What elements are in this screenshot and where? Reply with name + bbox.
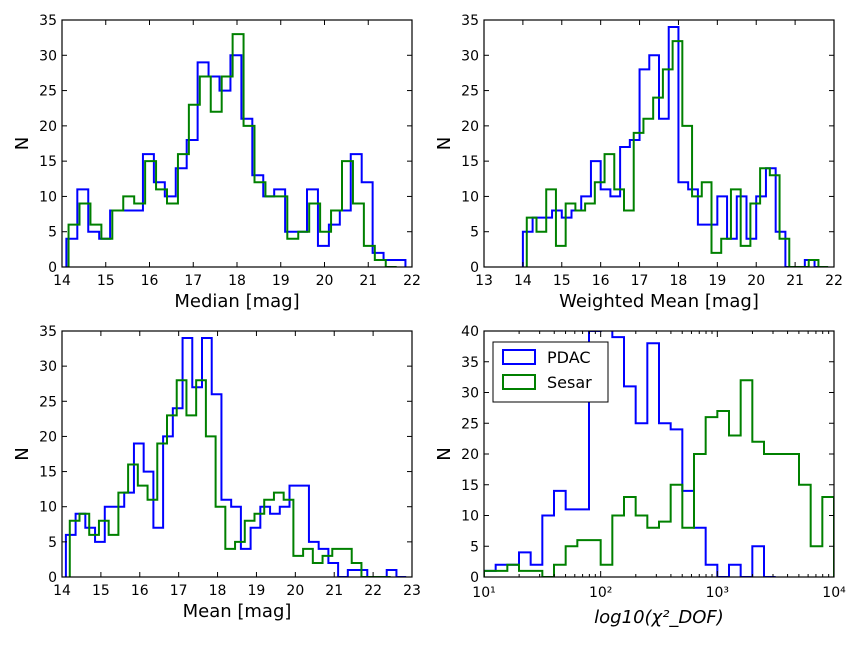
x-tick-label: 10³ bbox=[706, 585, 729, 601]
x-tick-label: 15 bbox=[97, 273, 115, 289]
x-tick-label: 22 bbox=[364, 583, 382, 599]
y-tick-label: 0 bbox=[470, 570, 479, 586]
y-tick-label: 35 bbox=[39, 13, 57, 29]
x-tick-label: 18 bbox=[228, 273, 246, 289]
x-tick-label: 21 bbox=[359, 273, 377, 289]
y-tick-label: 20 bbox=[39, 429, 57, 445]
y-tick-label: 0 bbox=[48, 260, 57, 276]
y-tick-label: 10 bbox=[461, 189, 479, 205]
x-tick-label: 19 bbox=[248, 583, 266, 599]
x-tick-label: 14 bbox=[53, 273, 71, 289]
x-tick-label: 21 bbox=[786, 273, 804, 289]
y-tick-label: 5 bbox=[470, 225, 479, 241]
legend-swatch bbox=[502, 374, 536, 390]
x-tick-label: 18 bbox=[670, 273, 688, 289]
y-tick-label: 25 bbox=[39, 394, 57, 410]
y-tick-label: 0 bbox=[470, 260, 479, 276]
y-tick-label: 10 bbox=[39, 500, 57, 516]
legend: PDAC Sesar bbox=[492, 341, 609, 403]
x-axis-label: Weighted Mean [mag] bbox=[559, 291, 759, 312]
x-tick-label: 15 bbox=[553, 273, 571, 289]
axes-frame bbox=[483, 19, 835, 268]
y-tick-label: 0 bbox=[48, 570, 57, 586]
x-tick-label: 16 bbox=[592, 273, 610, 289]
x-tick-label: 17 bbox=[170, 583, 188, 599]
y-tick-label: 5 bbox=[48, 225, 57, 241]
y-tick-label: 15 bbox=[39, 154, 57, 170]
legend-label: PDAC bbox=[547, 348, 591, 367]
chart-panel-4: 0 5 10 15 20 25 30 35 40 10¹ 10² 10³ 10⁴ log10(χ²_DOF… bbox=[434, 324, 846, 628]
x-tick-label: 15 bbox=[92, 583, 110, 599]
y-tick-label: 35 bbox=[461, 355, 479, 371]
y-tick-label: 35 bbox=[39, 324, 57, 340]
x-tick-label: 10¹ bbox=[472, 585, 495, 601]
x-tick-label: 16 bbox=[131, 583, 149, 599]
x-tick-label: 13 bbox=[475, 273, 493, 289]
x-tick-label: 16 bbox=[141, 273, 159, 289]
x-tick-label: 14 bbox=[53, 583, 71, 599]
x-tick-label: 20 bbox=[316, 273, 334, 289]
axes-frame bbox=[61, 330, 413, 578]
y-tick-label: 5 bbox=[48, 535, 57, 551]
y-tick-label: 15 bbox=[39, 465, 57, 481]
x-tick-label: 20 bbox=[747, 273, 765, 289]
x-tick-label: 10⁴ bbox=[822, 585, 846, 601]
histogram-series-sesar bbox=[525, 40, 829, 267]
y-tick-label: 20 bbox=[461, 447, 479, 463]
x-tick-label: 22 bbox=[825, 273, 843, 289]
x-tick-label: 10² bbox=[589, 585, 612, 601]
x-axis-label: Median [mag] bbox=[174, 291, 299, 312]
y-tick-label: 35 bbox=[461, 13, 479, 29]
y-tick-label: 30 bbox=[39, 359, 57, 375]
y-axis-label: N bbox=[12, 137, 33, 150]
x-tick-label: 23 bbox=[403, 583, 421, 599]
y-tick-label: 5 bbox=[470, 539, 479, 555]
x-tick-label: 20 bbox=[286, 583, 304, 599]
legend-label: Sesar bbox=[547, 373, 592, 392]
y-tick-label: 10 bbox=[39, 189, 57, 205]
y-tick-label: 25 bbox=[39, 84, 57, 100]
y-tick-label: 30 bbox=[461, 48, 479, 64]
y-axis-label: N bbox=[12, 447, 33, 460]
y-tick-label: 15 bbox=[461, 154, 479, 170]
y-tick-label: 25 bbox=[461, 416, 479, 432]
x-tick-label: 21 bbox=[325, 583, 343, 599]
chart-panel-1: 0 5 10 15 20 25 30 35 14 15 16 17 18 19 20 21 22 Median [… bbox=[12, 13, 421, 312]
x-tick-label: 22 bbox=[403, 273, 421, 289]
histogram-series-pdac bbox=[64, 337, 407, 577]
chart-panel-2: 0 5 10 15 20 25 30 35 13 14 15 16 17 18 19 20 21 22 Weight… bbox=[434, 13, 843, 312]
y-axis-label: N bbox=[434, 447, 455, 460]
y-tick-label: 30 bbox=[461, 386, 479, 402]
y-tick-label: 15 bbox=[461, 478, 479, 494]
histogram-series-sesar bbox=[484, 379, 834, 577]
legend-box bbox=[492, 341, 609, 403]
x-tick-label: 18 bbox=[209, 583, 227, 599]
y-tick-label: 40 bbox=[461, 324, 479, 340]
x-tick-label: 19 bbox=[708, 273, 726, 289]
chart-panel-3: 0 5 10 15 20 25 30 35 14 15 16 17 18 19 20 21 22 23 Mean [… bbox=[12, 324, 421, 622]
x-axis-label: Mean [mag] bbox=[183, 601, 292, 622]
histogram-series-sesar bbox=[68, 379, 391, 577]
legend-swatch bbox=[502, 349, 536, 365]
y-tick-label: 10 bbox=[461, 509, 479, 525]
y-axis-label: N bbox=[434, 137, 455, 150]
y-tick-label: 20 bbox=[39, 119, 57, 135]
x-tick-label: 19 bbox=[272, 273, 290, 289]
y-tick-label: 30 bbox=[39, 48, 57, 64]
x-tick-label: 17 bbox=[184, 273, 202, 289]
x-axis-label: log10(χ²_DOF) bbox=[594, 607, 724, 628]
x-tick-label: 17 bbox=[631, 273, 649, 289]
y-tick-label: 25 bbox=[461, 84, 479, 100]
y-tick-label: 20 bbox=[461, 119, 479, 135]
x-tick-label: 14 bbox=[514, 273, 532, 289]
histogram-series-sesar bbox=[67, 33, 397, 267]
histogram-series-pdac bbox=[484, 331, 776, 577]
